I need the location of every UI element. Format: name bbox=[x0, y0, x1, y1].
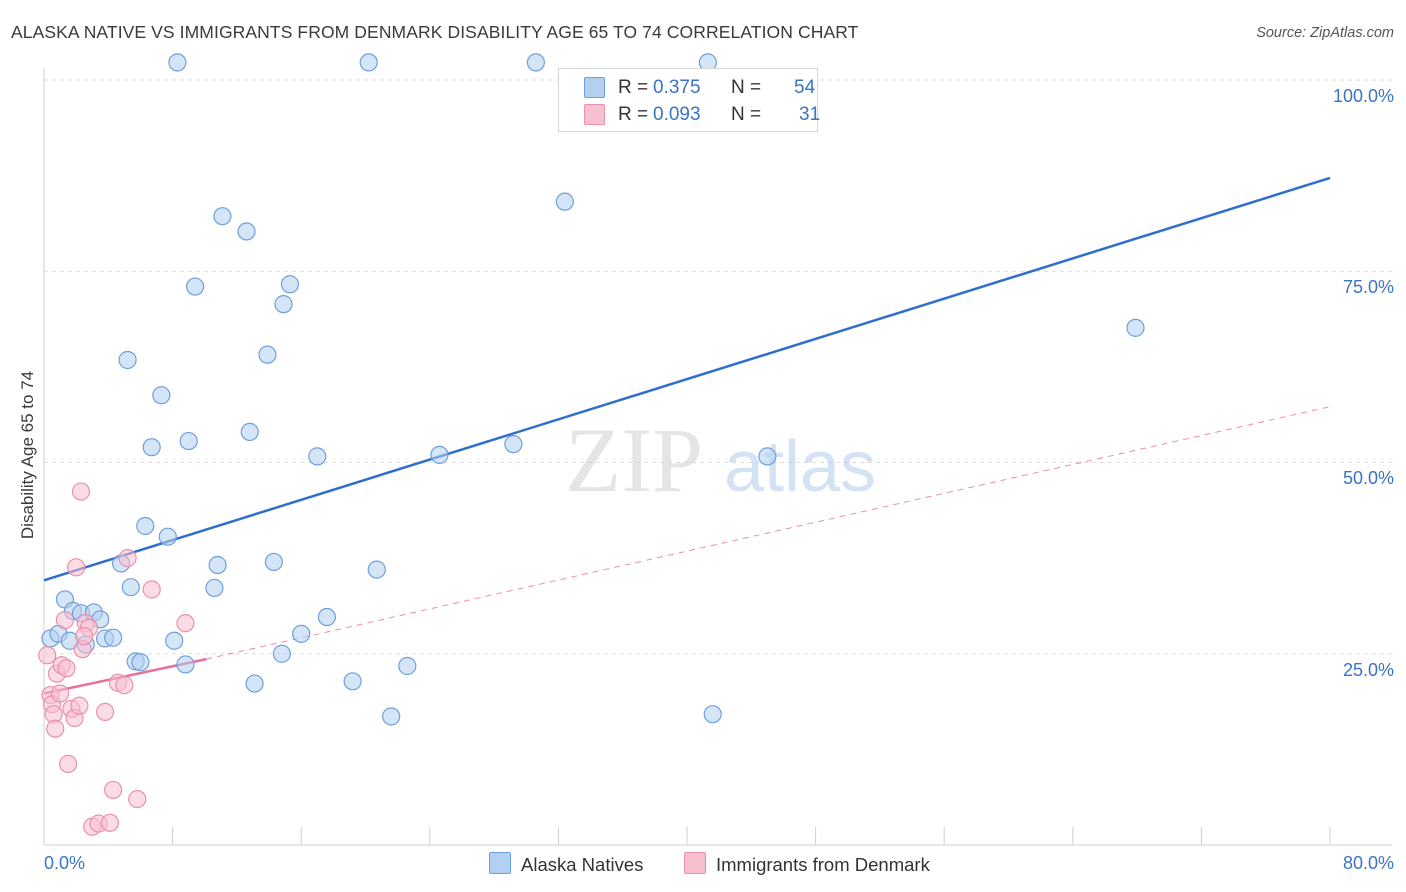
point-alaska-native bbox=[274, 295, 293, 314]
point-alaska-native bbox=[1126, 318, 1145, 337]
point-immigrant-denmark bbox=[176, 614, 195, 633]
point-immigrant-denmark bbox=[100, 813, 120, 832]
bottom-legend-swatch-blue bbox=[489, 852, 511, 874]
point-immigrant-denmark bbox=[104, 780, 123, 800]
point-alaska-native bbox=[398, 656, 417, 676]
point-alaska-native bbox=[245, 674, 264, 693]
point-alaska-native bbox=[104, 628, 123, 647]
y-tick-label-75: 75.0% bbox=[1342, 277, 1394, 297]
point-alaska-native bbox=[359, 53, 378, 72]
point-alaska-native bbox=[208, 555, 227, 575]
legend-n-label: N = bbox=[731, 104, 762, 125]
point-alaska-native bbox=[136, 516, 155, 536]
bottom-legend-denmark: Immigrants from Denmark bbox=[684, 852, 930, 876]
point-alaska-native bbox=[280, 275, 300, 294]
legend-r-label: R = bbox=[618, 77, 649, 98]
point-immigrant-denmark bbox=[59, 754, 78, 774]
point-alaska-native bbox=[158, 527, 177, 546]
point-alaska-native bbox=[382, 707, 401, 726]
point-immigrant-denmark bbox=[71, 482, 91, 501]
point-alaska-native bbox=[168, 53, 187, 72]
point-alaska-native bbox=[504, 435, 523, 454]
point-immigrant-denmark bbox=[38, 646, 57, 665]
point-alaska-native bbox=[272, 644, 292, 663]
point-alaska-native bbox=[121, 578, 140, 597]
point-immigrant-denmark bbox=[67, 558, 86, 577]
point-alaska-native bbox=[176, 655, 195, 674]
trend-line-alaska bbox=[43, 176, 1331, 582]
legend-r-label: R = bbox=[618, 104, 649, 125]
point-alaska-native bbox=[292, 624, 311, 643]
point-immigrant-denmark bbox=[128, 789, 147, 809]
point-immigrant-denmark bbox=[142, 580, 161, 599]
point-alaska-native bbox=[264, 552, 283, 572]
point-alaska-native bbox=[118, 350, 137, 370]
y-axis-title: Disability Age 65 to 74 bbox=[18, 370, 37, 540]
legend-r-value: 0.093 bbox=[653, 104, 701, 125]
point-alaska-native bbox=[205, 578, 224, 598]
point-alaska-native bbox=[526, 53, 545, 72]
legend-swatch-pink bbox=[584, 104, 605, 125]
x-tick-label-max: 80.0% bbox=[1342, 853, 1394, 873]
point-alaska-native bbox=[555, 192, 574, 211]
point-alaska-native bbox=[186, 277, 205, 296]
y-tick-label-100: 100.0% bbox=[1332, 86, 1394, 106]
point-alaska-native bbox=[258, 345, 277, 364]
bottom-legend-alaska: Alaska Natives bbox=[489, 852, 643, 876]
watermark: ZIP atlas bbox=[565, 409, 876, 511]
y-tick-label-25: 25.0% bbox=[1342, 660, 1394, 680]
point-alaska-native bbox=[703, 705, 722, 724]
point-immigrant-denmark bbox=[75, 627, 94, 646]
point-alaska-native bbox=[165, 631, 184, 650]
point-immigrant-denmark bbox=[55, 610, 74, 630]
legend-r-value: 0.375 bbox=[653, 77, 701, 98]
point-alaska-native bbox=[343, 672, 362, 691]
point-alaska-native bbox=[152, 386, 171, 405]
legend-swatch-blue bbox=[584, 77, 605, 98]
source-label: Source: ZipAtlas.com bbox=[1256, 25, 1394, 41]
point-alaska-native bbox=[758, 447, 777, 466]
point-alaska-native bbox=[317, 607, 337, 627]
point-immigrant-denmark bbox=[46, 719, 65, 738]
point-alaska-native bbox=[308, 447, 327, 466]
point-immigrant-denmark bbox=[57, 659, 76, 678]
chart-title: ALASKA NATIVE VS IMMIGRANTS FROM DENMARK… bbox=[11, 22, 859, 42]
point-immigrant-denmark bbox=[115, 676, 134, 695]
point-alaska-native bbox=[179, 431, 198, 451]
point-alaska-native bbox=[430, 445, 449, 464]
bottom-legend-swatch-pink bbox=[684, 852, 706, 874]
gridlines bbox=[44, 79, 1392, 655]
legend-n-label: N = bbox=[731, 77, 762, 98]
y-tick-label-50: 50.0% bbox=[1342, 468, 1394, 488]
bottom-legend-label: Immigrants from Denmark bbox=[716, 854, 930, 875]
point-immigrant-denmark bbox=[118, 549, 137, 568]
watermark-zip: ZIP bbox=[565, 409, 703, 511]
legend-n-value: 31 bbox=[799, 104, 821, 125]
point-immigrant-denmark bbox=[95, 702, 115, 721]
x-tick-label-min: 0.0% bbox=[44, 853, 86, 873]
trend-line-denmark-extension bbox=[206, 406, 1331, 660]
point-alaska-native bbox=[240, 422, 259, 441]
point-alaska-native bbox=[213, 207, 232, 226]
axes bbox=[43, 68, 1392, 846]
point-alaska-native bbox=[237, 222, 256, 241]
legend-n-value: 54 bbox=[794, 77, 816, 98]
watermark-atlas: atlas bbox=[724, 427, 876, 507]
point-alaska-native bbox=[367, 560, 386, 579]
legend: R = 0.375 N = 54 R = 0.093 N = 31 bbox=[558, 68, 821, 132]
point-immigrant-denmark bbox=[50, 684, 70, 703]
point-alaska-native bbox=[142, 438, 161, 457]
bottom-legend-label: Alaska Natives bbox=[521, 854, 644, 875]
point-immigrant-denmark bbox=[70, 696, 89, 715]
data-points bbox=[38, 53, 1145, 836]
point-alaska-native bbox=[131, 653, 150, 672]
